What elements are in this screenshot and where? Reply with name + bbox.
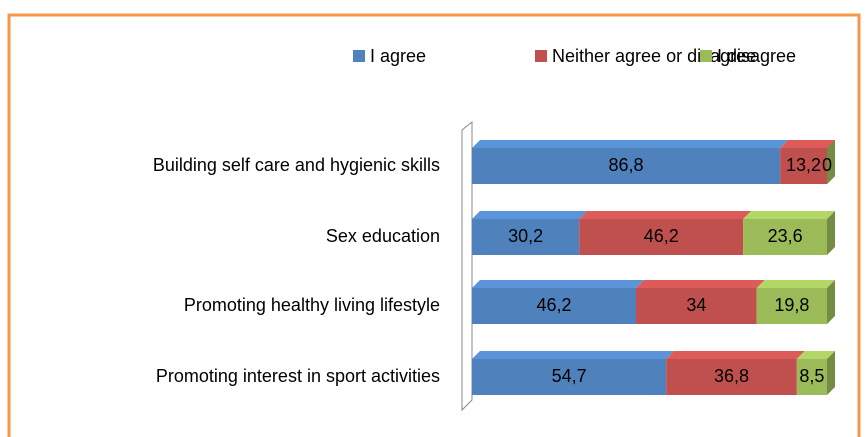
y-tick-label: Promoting interest in sport activities [156, 366, 440, 386]
bar [472, 148, 781, 184]
legend-label: I agree [370, 46, 426, 66]
legend-swatch [353, 50, 365, 62]
bar-top [756, 280, 835, 288]
data-label: 46,2 [644, 226, 679, 246]
data-label: 19,8 [774, 295, 809, 315]
bar-top [780, 140, 835, 148]
bar [472, 219, 580, 255]
data-label: 54,7 [552, 366, 587, 386]
bar [636, 288, 757, 324]
data-label: 0 [822, 155, 832, 175]
data-label: 36,8 [714, 366, 749, 386]
bar-side [827, 351, 835, 395]
data-label: 23,6 [768, 226, 803, 246]
bar-top [472, 280, 645, 288]
bar [780, 148, 827, 184]
back-wall [461, 120, 473, 412]
bar-top [472, 351, 675, 359]
bar [796, 359, 827, 395]
chart-frame [7, 13, 861, 437]
bar-top [743, 211, 835, 219]
data-label: 46,2 [536, 295, 571, 315]
data-label: 34 [686, 295, 706, 315]
legend-swatch [535, 50, 547, 62]
bar [756, 288, 827, 324]
bar-top [472, 140, 789, 148]
y-tick-label: Promoting healthy living lifestyle [184, 295, 440, 315]
bar-top [636, 280, 765, 288]
bar-top [472, 211, 588, 219]
bar [579, 219, 744, 255]
data-label: 8,5 [799, 366, 824, 386]
bar-top [666, 351, 805, 359]
bar-side [827, 140, 835, 184]
bar-side [827, 211, 835, 255]
bar-side [827, 280, 835, 324]
data-label: 86,8 [609, 155, 644, 175]
bar-top [796, 351, 835, 359]
wall [461, 120, 473, 412]
bar [666, 359, 797, 395]
bar-top [579, 211, 752, 219]
y-tick-label: Building self care and hygienic skills [153, 155, 440, 175]
data-label: 30,2 [508, 226, 543, 246]
bar [472, 288, 637, 324]
bar [472, 359, 667, 395]
legend-label: I disagree [717, 46, 796, 66]
bar [743, 219, 827, 255]
data-label: 13,2 [786, 155, 821, 175]
y-tick-label: Sex education [326, 226, 440, 246]
legend-swatch [700, 50, 712, 62]
